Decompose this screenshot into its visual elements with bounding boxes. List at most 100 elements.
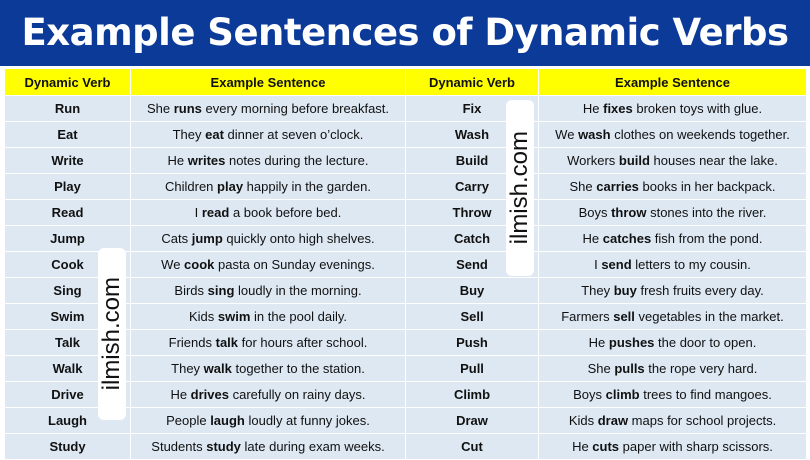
sentence-text: Children — [165, 179, 218, 194]
header-verb: Dynamic Verb — [4, 68, 131, 96]
sentence-text: Kids — [568, 413, 598, 428]
verb-cell: Play — [4, 173, 131, 200]
sentence-text: books in her backpack. — [638, 179, 776, 194]
sentence-cell: Boys throw stones into the river. — [538, 199, 807, 226]
verb-highlight: draw — [597, 413, 629, 428]
sentence-text: trees to find mangoes. — [639, 387, 772, 402]
sentence-cell: She runs every morning before breakfast. — [130, 95, 406, 122]
verb-cell: Buy — [405, 277, 539, 304]
sentence-text: Boys — [573, 387, 606, 402]
sentence-cell: Kids swim in the pool daily. — [130, 303, 406, 330]
verb-highlight: eat — [205, 127, 224, 142]
sentence-text: Workers — [567, 153, 619, 168]
sentence-cell: They eat dinner at seven o’clock. — [130, 121, 406, 148]
sentence-cell: He writes notes during the lecture. — [130, 147, 406, 174]
table-row: Walk They walk together to the station. Pu… — [4, 355, 807, 382]
sentence-text: I — [194, 205, 202, 220]
sentence-cell: I read a book before bed. — [130, 199, 406, 226]
sentence-text: Students — [151, 439, 207, 454]
sentence-cell: They buy fresh fruits every day. — [538, 277, 807, 304]
verb-highlight: throw — [611, 205, 647, 220]
sentence-text: carefully on rainy days. — [228, 387, 366, 402]
table-row: Jump Cats jump quickly onto high shelves.… — [4, 225, 807, 252]
sentence-text: loudly in the morning. — [234, 283, 362, 298]
sentence-cell: He catches fish from the pond. — [538, 225, 807, 252]
sentence-text: late during exam weeks. — [240, 439, 385, 454]
sentence-text: in the pool daily. — [250, 309, 348, 324]
verb-cell: Read — [4, 199, 131, 226]
verb-cell: Pull — [405, 355, 539, 382]
verb-highlight: drives — [190, 387, 229, 402]
sentence-text: notes during the lecture. — [225, 153, 369, 168]
verb-highlight: catches — [602, 231, 652, 246]
verb-cell: Sell — [405, 303, 539, 330]
sentence-text: the door to open. — [654, 335, 757, 350]
sentence-text: the rope very hard. — [644, 361, 758, 376]
verb-highlight: sing — [207, 283, 235, 298]
table-header-row: Dynamic Verb Example Sentence Dynamic Ve… — [4, 68, 807, 96]
sentence-cell: People laugh loudly at funny jokes. — [130, 407, 406, 434]
sentence-text: They — [171, 361, 204, 376]
verb-highlight: build — [618, 153, 650, 168]
sentence-text: She — [146, 101, 174, 116]
sentence-text: People — [166, 413, 211, 428]
verb-highlight: carries — [596, 179, 639, 194]
sentence-cell: Kids draw maps for school projects. — [538, 407, 807, 434]
table-row: Play Children play happily in the garden.… — [4, 173, 807, 200]
sentence-text: Farmers — [561, 309, 614, 324]
verb-highlight: fixes — [603, 101, 633, 116]
table-row: Read I read a book before bed. Throw Boys t… — [4, 199, 807, 226]
sentence-cell: Friends talk for hours after school. — [130, 329, 406, 356]
verb-cell: Push — [405, 329, 539, 356]
table-row: Eat They eat dinner at seven o’clock. Wash… — [4, 121, 807, 148]
verb-cell: Draw — [405, 407, 539, 434]
sentence-text: We — [161, 257, 185, 272]
sentence-text: letters to my cousin. — [631, 257, 751, 272]
sentence-cell: He drives carefully on rainy days. — [130, 381, 406, 408]
verb-cell: Write — [4, 147, 131, 174]
sentence-text: paper with sharp scissors. — [619, 439, 773, 454]
sentence-text: maps for school projects. — [628, 413, 777, 428]
sentence-text: Cats — [161, 231, 192, 246]
verb-highlight: swim — [217, 309, 251, 324]
sentence-text: He — [582, 231, 603, 246]
verb-highlight: talk — [215, 335, 239, 350]
sentence-text: houses near the lake. — [649, 153, 778, 168]
table-row: Sing Birds sing loudly in the morning. Buy… — [4, 277, 807, 304]
sentence-text: He — [170, 387, 191, 402]
sentence-text: dinner at seven o’clock. — [223, 127, 364, 142]
sentence-text: Kids — [188, 309, 218, 324]
verb-highlight: jump — [191, 231, 223, 246]
sentence-text: I — [594, 257, 602, 272]
sentence-cell: Children play happily in the garden. — [130, 173, 406, 200]
sentence-cell: Birds sing loudly in the morning. — [130, 277, 406, 304]
verb-highlight: read — [201, 205, 230, 220]
sentence-text: He — [582, 101, 604, 116]
verb-highlight: laugh — [210, 413, 245, 428]
sentence-text: for hours after school. — [238, 335, 368, 350]
verb-highlight: cuts — [592, 439, 620, 454]
table-row: Talk Friends talk for hours after school.… — [4, 329, 807, 356]
sentence-cell: Workers build houses near the lake. — [538, 147, 807, 174]
table-row: Run She runs every morning before breakfa… — [4, 95, 807, 122]
sentence-text: quickly onto high shelves. — [222, 231, 375, 246]
sentence-cell: We wash clothes on weekends together. — [538, 121, 807, 148]
verb-highlight: runs — [173, 101, 202, 116]
header-sentence: Example Sentence — [130, 68, 406, 96]
sentence-text: He — [167, 153, 188, 168]
page-title: Example Sentences of Dynamic Verbs — [0, 0, 810, 66]
verb-highlight: sell — [613, 309, 635, 324]
sentence-cell: They walk together to the station. — [130, 355, 406, 382]
verb-highlight: cook — [184, 257, 215, 272]
header-sentence: Example Sentence — [538, 68, 807, 96]
sentence-text: fresh fruits every day. — [636, 283, 764, 298]
verb-highlight: study — [206, 439, 241, 454]
sentence-text: Boys — [578, 205, 612, 220]
watermark-text: ilmish.com — [506, 131, 533, 245]
sentence-text: We — [555, 127, 579, 142]
watermark: ilmish.com — [506, 100, 534, 276]
sentence-text: They — [172, 127, 206, 142]
sentence-text: vegetables in the market. — [634, 309, 784, 324]
sentence-text: They — [581, 283, 614, 298]
verb-highlight: play — [217, 179, 244, 194]
